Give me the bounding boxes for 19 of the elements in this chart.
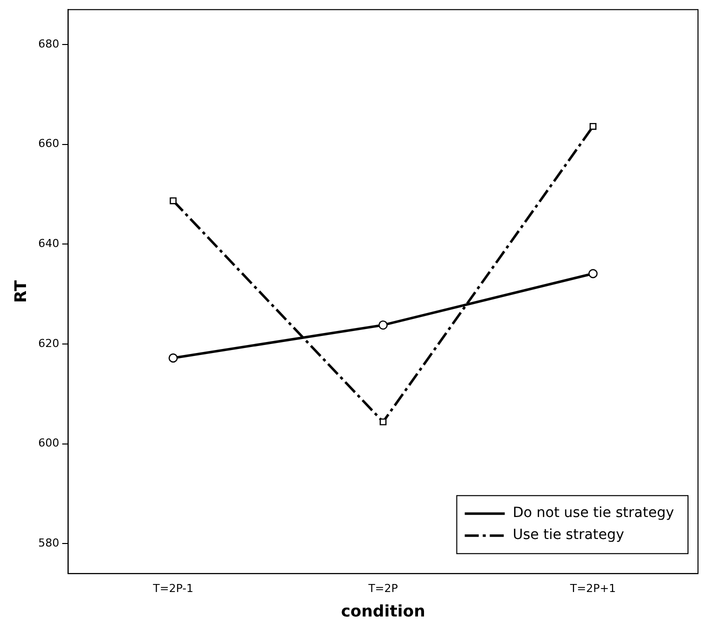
x-tick-label: T=2P xyxy=(367,582,398,596)
y-tick-label: 620 xyxy=(38,336,60,350)
y-tick-label: 580 xyxy=(38,536,60,550)
y-tick-label: 640 xyxy=(38,237,60,250)
x-tick-label: T=2P-1 xyxy=(152,582,194,596)
point xyxy=(590,122,596,130)
point xyxy=(588,269,598,278)
y-tick-label: 660 xyxy=(38,137,60,150)
point xyxy=(168,353,178,363)
y-axis-title: RT xyxy=(10,280,30,303)
x-axis-title: condition xyxy=(340,602,426,621)
point xyxy=(170,197,177,204)
point xyxy=(378,320,388,330)
y-tick-label: 600 xyxy=(38,436,60,450)
x-tick-label: T=2P+1 xyxy=(569,582,616,596)
point xyxy=(380,418,387,426)
y-tick-label: 680 xyxy=(38,37,60,50)
legend-label: Do not use tie strategy xyxy=(512,505,674,522)
legend-label: Use tie strategy xyxy=(512,527,624,544)
